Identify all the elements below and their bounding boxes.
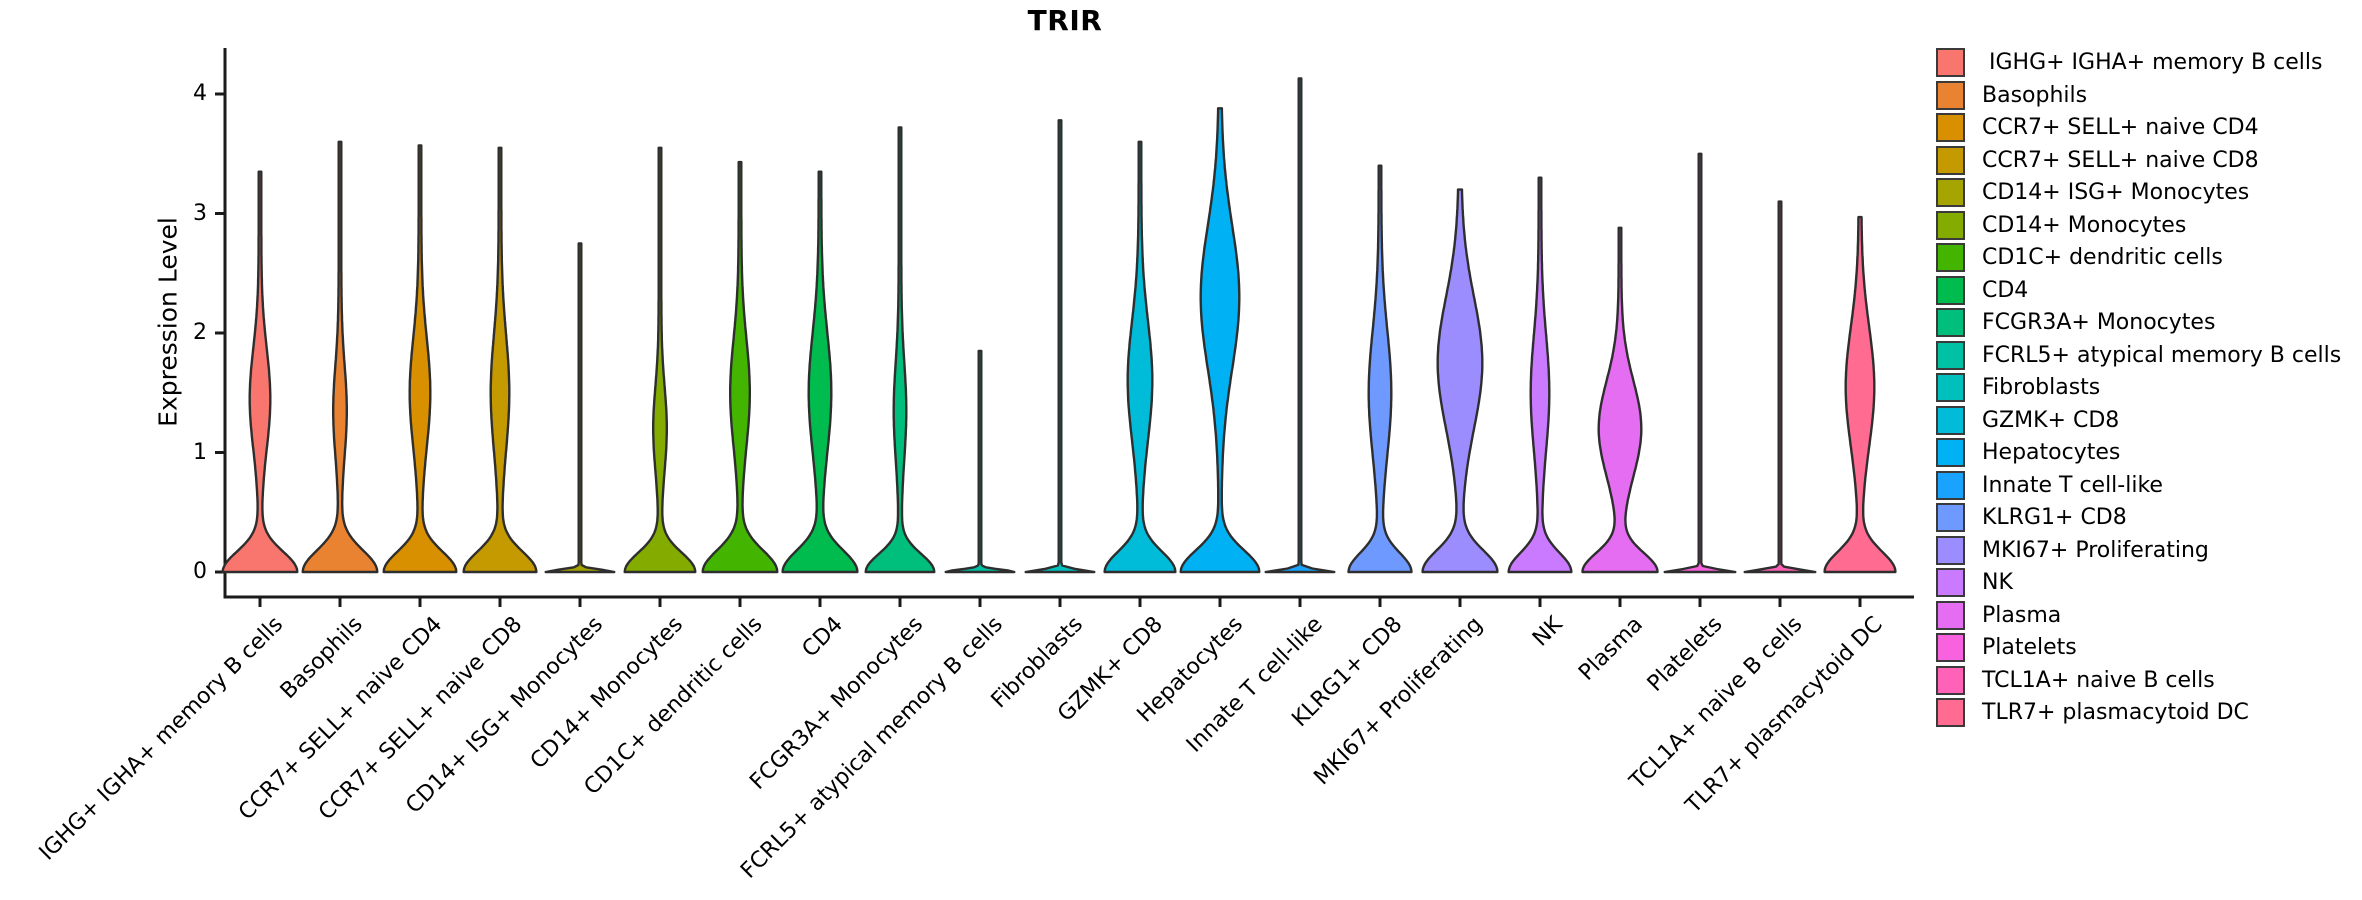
legend-label-ccr7-sell-naive-cd8: CCR7+ SELL+ naive CD8 bbox=[1982, 147, 2259, 173]
legend-swatch-cd1c-dendritic-cells bbox=[1936, 243, 1965, 272]
legend-label-nk: NK bbox=[1982, 570, 2013, 595]
legend-swatch-platelets bbox=[1936, 633, 1965, 662]
legend-label-gzmk-cd8: GZMK+ CD8 bbox=[1982, 407, 2120, 433]
legend-label-klrg1-cd8: KLRG1+ CD8 bbox=[1982, 505, 2127, 530]
violin-cd14-monocytes bbox=[623, 146, 697, 574]
y-tick-label-1: 1 bbox=[193, 439, 207, 465]
legend-label-innate-t-cell-like: Innate T cell-like bbox=[1982, 472, 2163, 498]
y-tick-label-0: 0 bbox=[193, 559, 207, 584]
violin-hepatocytes bbox=[1179, 107, 1261, 574]
y-tick-label-2: 2 bbox=[193, 320, 207, 345]
legend-swatch-gzmk-cd8 bbox=[1936, 405, 1965, 435]
legend-swatch-innate-t-cell-like bbox=[1936, 470, 1965, 500]
legend-swatch-basophils bbox=[1936, 80, 1965, 110]
violin-innate-t-cell-like bbox=[1264, 77, 1336, 574]
legend-swatch-ccr7-sell-naive-cd4 bbox=[1936, 113, 1965, 142]
legend-swatch-nk bbox=[1936, 568, 1965, 597]
violin-klrg1-cd8 bbox=[1347, 164, 1413, 574]
legend-label-fibroblasts: Fibroblasts bbox=[1982, 375, 2101, 400]
legend-swatch-cd4 bbox=[1936, 275, 1965, 305]
violin-plasma bbox=[1581, 226, 1659, 574]
violin-cd4 bbox=[781, 170, 859, 574]
violin-cd1c-dendritic-cells bbox=[701, 160, 779, 574]
violin-platelets bbox=[1663, 152, 1737, 574]
legend-label-cd14-isg-monocytes: CD14+ ISG+ Monocytes bbox=[1982, 180, 2250, 205]
legend-label-fcrl5-atypical-memory-b-cells: FCRL5+ atypical memory B cells bbox=[1982, 342, 2342, 368]
legend-swatch-fibroblasts bbox=[1936, 373, 1965, 402]
violin-tlr7-plasmacytoid-dc bbox=[1823, 215, 1897, 574]
violin-gzmk-cd8 bbox=[1103, 140, 1177, 574]
y-tick-label-4: 4 bbox=[193, 81, 207, 106]
legend-swatch-fcgr3a-monocytes bbox=[1936, 308, 1965, 337]
legend-label-cd4: CD4 bbox=[1982, 277, 2029, 303]
legend-swatch-tcl1a-naive-b-cells bbox=[1936, 665, 1965, 695]
violin-ccr7-sell-naive-cd8 bbox=[462, 146, 538, 574]
legend-label-basophils: Basophils bbox=[1982, 82, 2088, 108]
legend-swatch-plasma bbox=[1936, 600, 1965, 630]
legend-label-mki67-proliferating: MKI67+ Proliferating bbox=[1982, 537, 2209, 563]
legend-label-ccr7-sell-naive-cd4: CCR7+ SELL+ naive CD4 bbox=[1982, 115, 2259, 140]
violin-fcrl5-atypical-memory-b-cells bbox=[944, 349, 1016, 574]
legend-label-ighg-igha-memory-b-cells: IGHG+ IGHA+ memory B cells bbox=[1982, 50, 2323, 75]
violin-basophils bbox=[301, 140, 379, 574]
y-tick-label-3: 3 bbox=[193, 200, 207, 226]
legend-label-tlr7-plasmacytoid-dc: TLR7+ plasmacytoid DC bbox=[1982, 700, 2249, 725]
legend-swatch-mki67-proliferating bbox=[1936, 535, 1965, 565]
legend-label-plasma: Plasma bbox=[1982, 602, 2062, 628]
legend-swatch-fcrl5-atypical-memory-b-cells bbox=[1936, 340, 1965, 370]
legend-swatch-cd14-monocytes bbox=[1936, 210, 1965, 240]
legend-label-platelets: Platelets bbox=[1982, 635, 2077, 660]
legend-label-cd14-monocytes: CD14+ Monocytes bbox=[1982, 212, 2187, 238]
legend-label-hepatocytes: Hepatocytes bbox=[1982, 440, 2121, 465]
violin-fibroblasts bbox=[1024, 119, 1096, 574]
legend-swatch-cd14-isg-monocytes bbox=[1936, 178, 1965, 207]
legend-swatch-ccr7-sell-naive-cd8 bbox=[1936, 145, 1965, 175]
violin-ccr7-sell-naive-cd4 bbox=[382, 144, 458, 574]
violin-cd14-isg-monocytes bbox=[544, 242, 616, 574]
legend-label-tcl1a-naive-b-cells: TCL1A+ naive B cells bbox=[1982, 667, 2215, 693]
legend-swatch-hepatocytes bbox=[1936, 438, 1965, 467]
legend-swatch-klrg1-cd8 bbox=[1936, 503, 1965, 532]
violin-tcl1a-naive-b-cells bbox=[1743, 200, 1817, 574]
violin-nk bbox=[1507, 176, 1573, 574]
violin-fcgr3a-monocytes bbox=[864, 126, 936, 574]
legend-label-fcgr3a-monocytes: FCGR3A+ Monocytes bbox=[1982, 310, 2216, 335]
violin-mki67-proliferating bbox=[1421, 188, 1499, 574]
legend-swatch-ighg-igha-memory-b-cells bbox=[1936, 48, 1965, 77]
legend-label-cd1c-dendritic-cells: CD1C+ dendritic cells bbox=[1982, 245, 2223, 270]
plot-title: TRIR bbox=[1027, 4, 1103, 37]
legend-swatch-tlr7-plasmacytoid-dc bbox=[1936, 698, 1965, 727]
violin-ighg-igha-memory-b-cells bbox=[221, 170, 299, 574]
